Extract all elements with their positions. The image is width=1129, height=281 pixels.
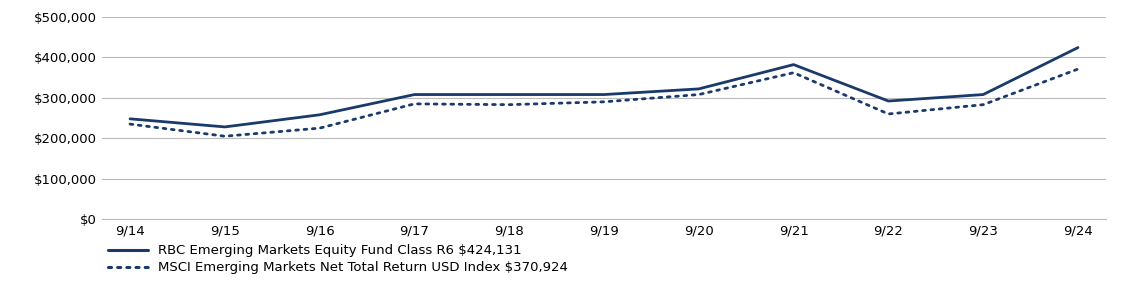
- Legend: RBC Emerging Markets Equity Fund Class R6 $424,131, MSCI Emerging Markets Net To: RBC Emerging Markets Equity Fund Class R…: [108, 244, 568, 275]
